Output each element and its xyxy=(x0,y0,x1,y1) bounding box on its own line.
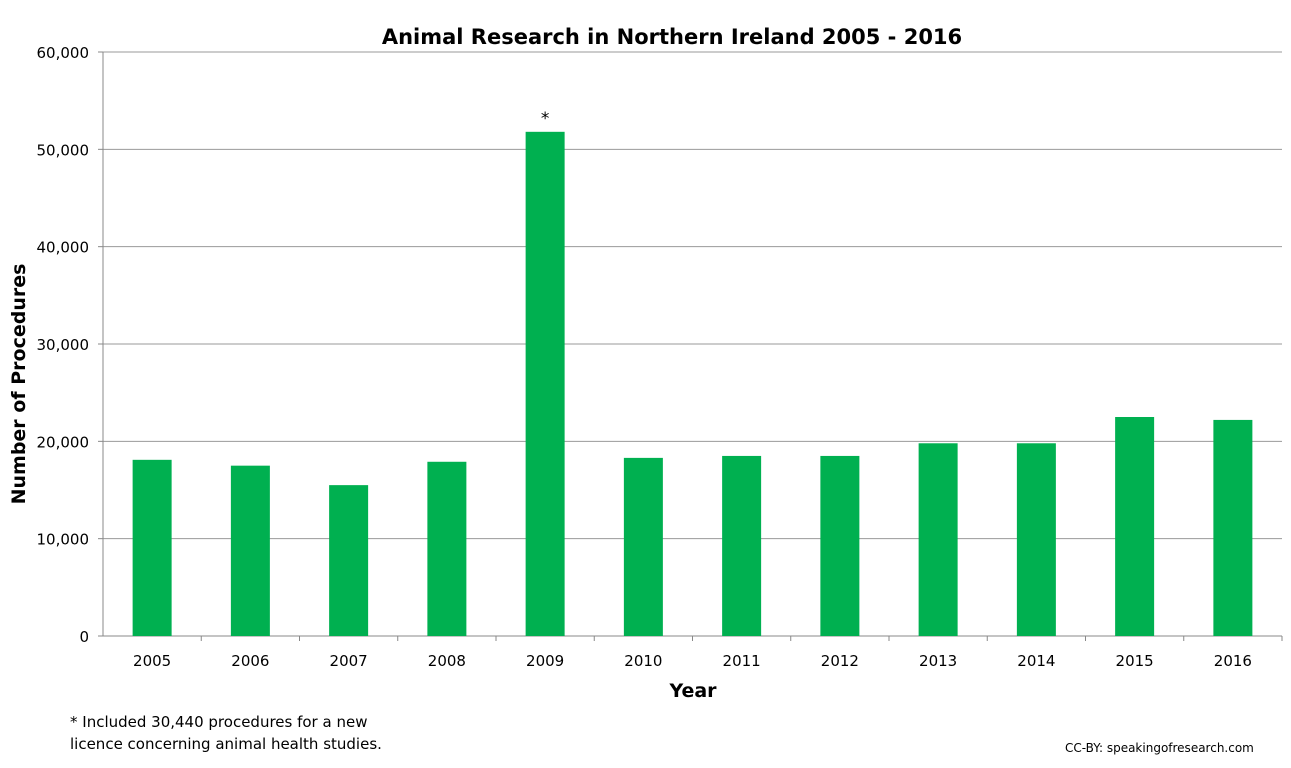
x-tick-label: 2014 xyxy=(1017,652,1055,670)
bar-2006 xyxy=(230,465,270,636)
y-tick-label: 60,000 xyxy=(37,44,90,62)
x-axis-label: Year xyxy=(668,680,717,702)
bar-2012 xyxy=(820,455,860,636)
x-tick-label: 2009 xyxy=(526,652,564,670)
x-tick-label: 2012 xyxy=(821,652,859,670)
footnote-line-1: * Included 30,440 procedures for a new xyxy=(70,713,368,731)
footnote: * Included 30,440 procedures for a new l… xyxy=(70,711,382,755)
bar-2007 xyxy=(329,485,369,636)
x-tick-label: 2016 xyxy=(1214,652,1252,670)
bar-2005 xyxy=(132,459,172,636)
y-tick-label: 50,000 xyxy=(37,141,90,159)
bar-annotation: * xyxy=(541,109,550,129)
bar-2011 xyxy=(722,455,762,636)
x-tick-label: 2015 xyxy=(1116,652,1154,670)
bar-2009 xyxy=(525,131,565,636)
x-tick-label: 2007 xyxy=(330,652,368,670)
bar-2016 xyxy=(1213,419,1253,636)
y-tick-label: 40,000 xyxy=(37,239,90,257)
x-tick-label: 2008 xyxy=(428,652,466,670)
y-tick-label: 10,000 xyxy=(37,531,90,549)
x-tick-label: 2011 xyxy=(723,652,761,670)
x-tick-label: 2006 xyxy=(231,652,269,670)
bar-2014 xyxy=(1016,443,1056,636)
x-tick-label: 2013 xyxy=(919,652,957,670)
bar-2008 xyxy=(427,461,467,636)
credit-text: CC-BY: speakingofresearch.com xyxy=(1065,741,1254,755)
bar-2010 xyxy=(623,457,663,636)
y-tick-label: 0 xyxy=(79,628,89,646)
bar-2015 xyxy=(1115,417,1155,636)
footnote-line-2: licence concerning animal health studies… xyxy=(70,735,382,753)
bar-2013 xyxy=(918,443,958,636)
x-tick-label: 2010 xyxy=(624,652,662,670)
chart-title: Animal Research in Northern Ireland 2005… xyxy=(382,25,962,49)
x-tick-label: 2005 xyxy=(133,652,171,670)
y-axis-label: Number of Procedures xyxy=(8,264,30,505)
y-tick-label: 30,000 xyxy=(37,336,90,354)
y-tick-label: 20,000 xyxy=(37,433,90,451)
